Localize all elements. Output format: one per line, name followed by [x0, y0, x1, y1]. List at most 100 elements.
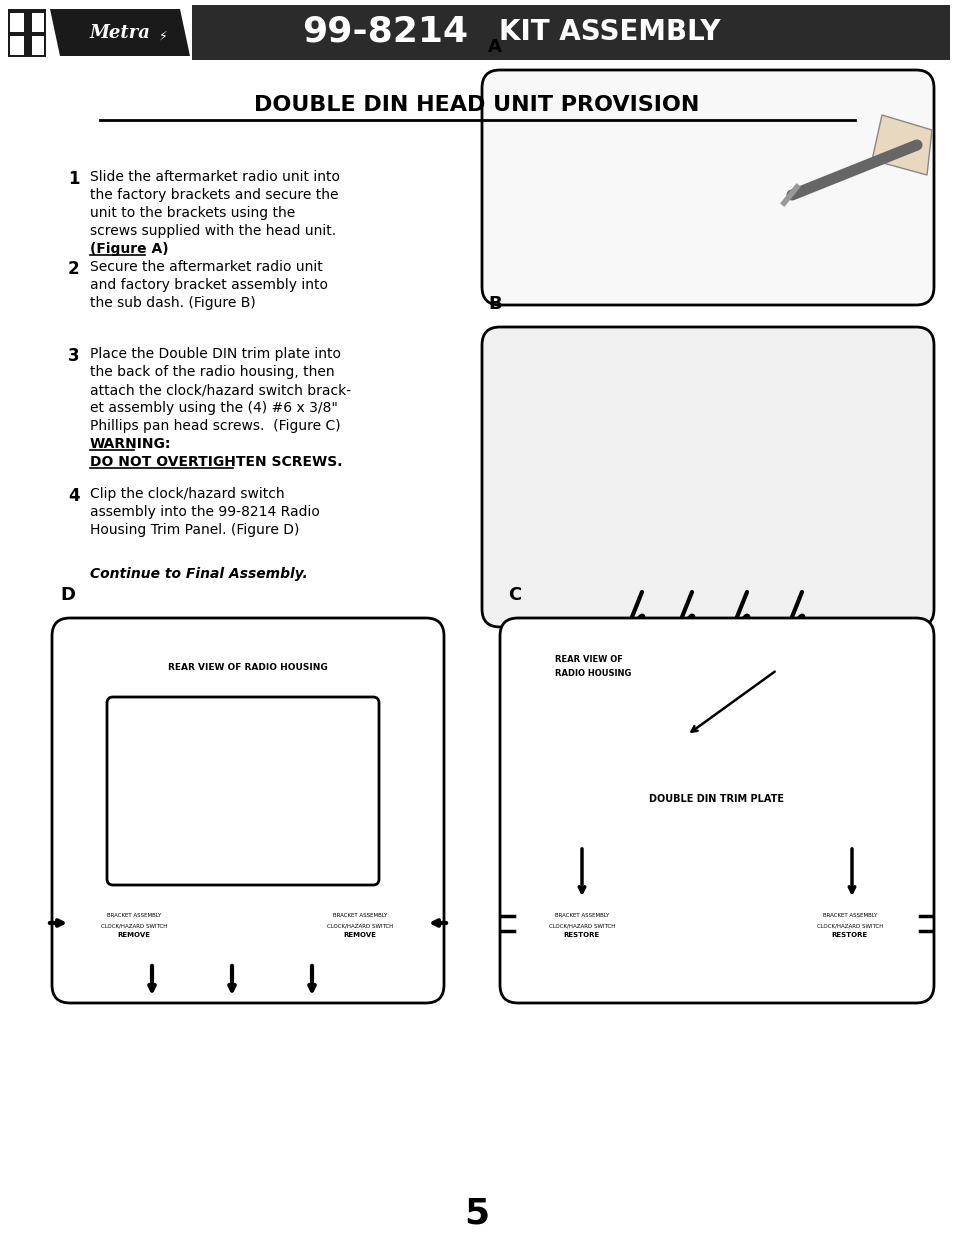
Circle shape	[194, 942, 209, 956]
Text: the factory brackets and secure the: the factory brackets and secure the	[90, 188, 338, 203]
Bar	[700, 913, 705, 937]
Bar	[554, 534, 583, 552]
Text: (Figure A): (Figure A)	[90, 242, 169, 256]
Circle shape	[755, 203, 765, 212]
Bar	[554, 504, 583, 522]
Text: BRACKET ASSEMBLY: BRACKET ASSEMBLY	[333, 913, 387, 918]
Text: the sub dash. (Figure B): the sub dash. (Figure B)	[90, 296, 255, 310]
Bar	[295, 900, 423, 946]
Bar	[821, 564, 851, 582]
Bar	[70, 900, 198, 946]
Bar	[192, 5, 949, 61]
Text: 2: 2	[68, 261, 79, 278]
Text: RESTORE: RESTORE	[831, 932, 867, 939]
Bar	[541, 357, 871, 597]
Text: et assembly using the (4) #6 x 3/8": et assembly using the (4) #6 x 3/8"	[90, 401, 337, 415]
Text: CLOCK/HAZARD SWITCH: CLOCK/HAZARD SWITCH	[101, 923, 167, 927]
Bar	[821, 414, 851, 432]
Bar	[589, 437, 771, 547]
Text: Phillips pan head screws.  (Figure C): Phillips pan head screws. (Figure C)	[90, 419, 340, 433]
Bar	[218, 906, 277, 939]
Bar	[597, 228, 624, 245]
Bar	[512, 147, 746, 156]
Text: ⚡: ⚡	[158, 30, 167, 42]
Text: KIT ASSEMBLY: KIT ASSEMBLY	[498, 19, 720, 46]
Bar	[554, 445, 583, 462]
Text: 99-8214: 99-8214	[301, 15, 468, 49]
Bar	[690, 913, 697, 937]
Bar	[71, 632, 423, 646]
Bar	[554, 564, 583, 582]
Circle shape	[744, 459, 768, 484]
Bar	[821, 445, 851, 462]
Bar	[662, 451, 678, 459]
Text: REAR VIEW OF: REAR VIEW OF	[555, 656, 622, 664]
Polygon shape	[50, 9, 190, 56]
Text: REMOVE: REMOVE	[343, 932, 376, 939]
Text: C: C	[507, 585, 520, 604]
Text: D: D	[60, 585, 75, 604]
Bar	[517, 898, 645, 946]
Circle shape	[755, 230, 765, 240]
Text: Slide the aftermarket radio unit into: Slide the aftermarket radio unit into	[90, 170, 339, 184]
Bar	[677, 228, 704, 245]
Bar	[735, 913, 741, 937]
Bar	[32, 36, 44, 56]
Bar	[10, 14, 24, 32]
Bar	[718, 913, 723, 937]
Bar	[726, 913, 732, 937]
Circle shape	[755, 174, 765, 184]
Text: unit to the brackets using the: unit to the brackets using the	[90, 206, 294, 220]
Bar	[785, 898, 913, 946]
FancyBboxPatch shape	[107, 697, 378, 885]
Text: BRACKET ASSEMBLY: BRACKET ASSEMBLY	[822, 913, 876, 918]
Text: Housing Trim Panel. (Figure D): Housing Trim Panel. (Figure D)	[90, 522, 299, 537]
Bar	[519, 632, 913, 646]
Circle shape	[755, 146, 765, 156]
Polygon shape	[757, 80, 791, 266]
Text: 1: 1	[68, 170, 79, 188]
Bar	[684, 451, 700, 459]
Bar	[821, 504, 851, 522]
Text: Secure the aftermarket radio unit: Secure the aftermarket radio unit	[90, 261, 322, 274]
Text: REMOVE: REMOVE	[117, 932, 151, 939]
Text: assembly into the 99-8214 Radio: assembly into the 99-8214 Radio	[90, 505, 319, 519]
Text: DOUBLE DIN TRIM PLATE: DOUBLE DIN TRIM PLATE	[649, 794, 783, 804]
Bar	[708, 913, 714, 937]
Bar	[751, 115, 769, 254]
FancyBboxPatch shape	[52, 618, 443, 1003]
Text: REAR VIEW OF RADIO HOUSING: REAR VIEW OF RADIO HOUSING	[168, 663, 328, 673]
Bar	[64, 893, 432, 951]
Circle shape	[774, 942, 788, 956]
Bar	[597, 451, 612, 459]
Bar	[544, 705, 888, 873]
Bar	[8, 9, 46, 57]
Bar	[554, 474, 583, 492]
Bar	[231, 913, 236, 935]
Text: B: B	[488, 295, 501, 312]
Text: DO NOT OVERTIGHTEN SCREWS.: DO NOT OVERTIGHTEN SCREWS.	[90, 454, 342, 469]
FancyBboxPatch shape	[481, 70, 933, 305]
Bar	[618, 451, 634, 459]
Bar	[597, 466, 706, 540]
Bar	[557, 228, 584, 245]
Bar	[552, 367, 862, 587]
Text: CLOCK/HAZARD SWITCH: CLOCK/HAZARD SWITCH	[548, 923, 615, 927]
Bar	[821, 474, 851, 492]
Text: RADIO HOUSING: RADIO HOUSING	[555, 668, 631, 678]
Bar	[637, 228, 664, 245]
Bar	[517, 228, 544, 245]
Text: RESTORE: RESTORE	[563, 932, 599, 939]
Text: BRACKET ASSEMBLY: BRACKET ASSEMBLY	[107, 913, 161, 918]
Text: BRACKET ASSEMBLY: BRACKET ASSEMBLY	[555, 913, 608, 918]
Circle shape	[287, 942, 301, 956]
FancyBboxPatch shape	[499, 618, 933, 1003]
Text: Place the Double DIN trim plate into: Place the Double DIN trim plate into	[90, 347, 340, 361]
Bar	[267, 913, 273, 935]
Text: screws supplied with the head unit.: screws supplied with the head unit.	[90, 224, 335, 238]
Bar	[10, 36, 24, 56]
Text: the back of the radio housing, then: the back of the radio housing, then	[90, 366, 335, 379]
Text: and factory bracket assembly into: and factory bracket assembly into	[90, 278, 328, 291]
Text: WARNING:: WARNING:	[90, 437, 172, 451]
Circle shape	[711, 496, 741, 527]
